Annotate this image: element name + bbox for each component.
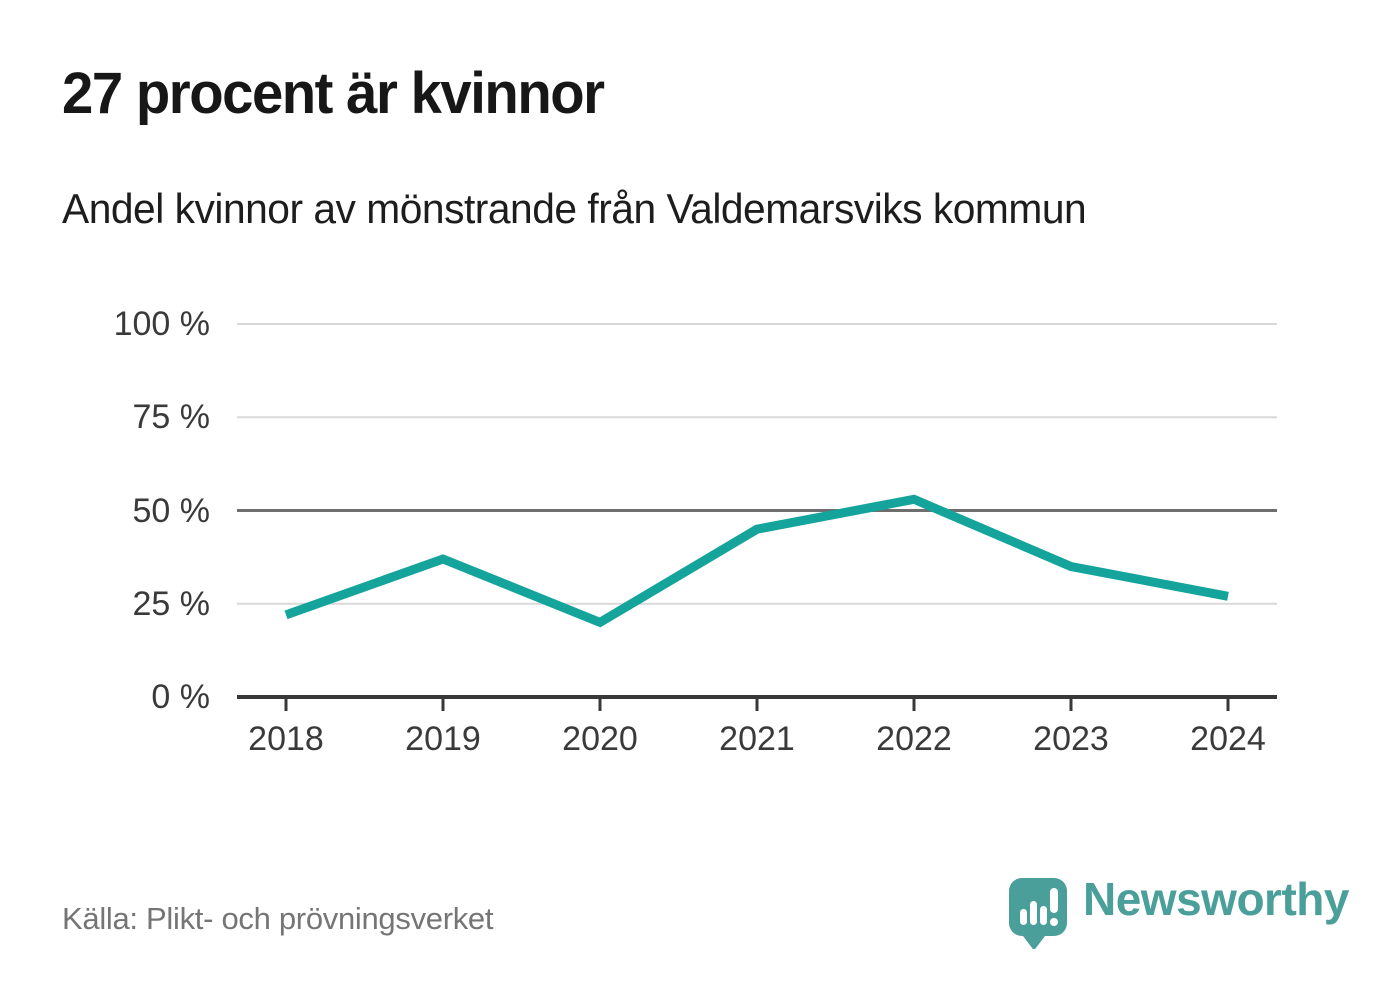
x-tick-label-2024: 2024 xyxy=(1190,720,1266,758)
y-tick-label: 100 % xyxy=(113,305,210,343)
source-note: Källa: Plikt- och prövningsverket xyxy=(62,901,494,936)
y-tick-label: 75 % xyxy=(132,398,211,437)
y-tick-label: 0 % xyxy=(151,678,210,716)
x-tick-label-2019: 2019 xyxy=(405,720,481,758)
x-tick-label-2020: 2020 xyxy=(562,720,638,758)
x-tick-label-2023: 2023 xyxy=(1033,720,1109,758)
data-line-andel-kvinnor xyxy=(284,494,1229,628)
x-tick-label-2018: 2018 xyxy=(248,720,324,758)
newsworthy-logo-icon xyxy=(1009,878,1067,949)
plot-area xyxy=(237,323,1277,711)
page-title: 27 procent är kvinnor xyxy=(62,61,605,126)
x-tick-label-2021: 2021 xyxy=(719,720,795,758)
newsworthy-logo-text: Newsworthy xyxy=(1083,873,1349,925)
y-tick-label: 25 % xyxy=(132,584,211,623)
y-tick-label: 50 % xyxy=(132,491,211,530)
newsworthy-logo: Newsworthy xyxy=(1009,873,1349,949)
x-tick-label-2022: 2022 xyxy=(876,720,952,758)
chart-subtitle: Andel kvinnor av mönstrande från Valdema… xyxy=(62,185,1087,232)
